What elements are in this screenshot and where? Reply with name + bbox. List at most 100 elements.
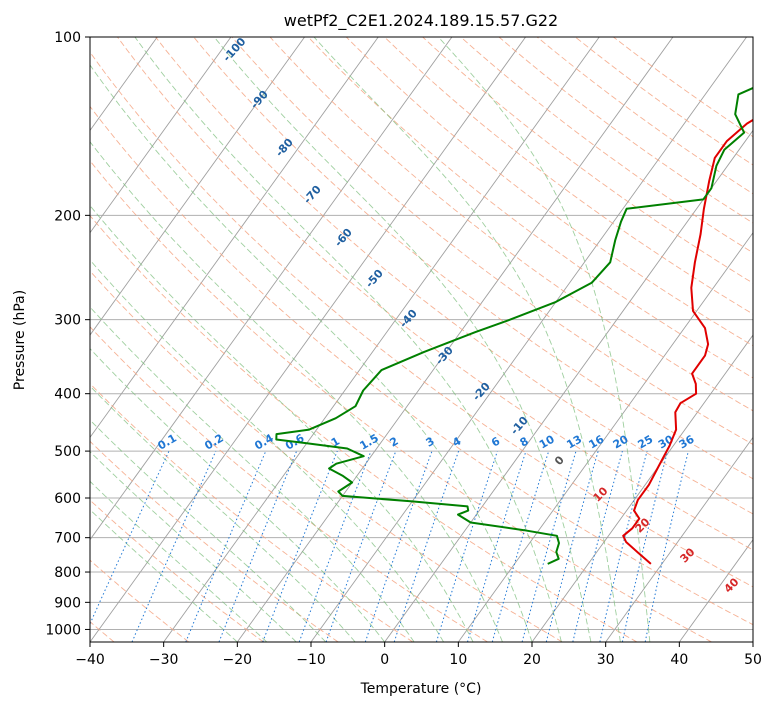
isotherm-line [163,37,600,642]
mixing-ratio-label: 0.2 [202,432,225,453]
isotherm-line [90,37,379,439]
dry-adiabat-line [384,37,753,315]
dry-adiabat-line [460,37,753,254]
moist-adiabat-line [90,64,533,642]
mixing-ratio-label: 25 [635,433,655,452]
moist-adiabat-line [313,37,621,642]
x-tick-label: −20 [223,652,253,668]
mixing-ratio-label: 20 [611,432,631,451]
dry-adiabat-line [90,160,712,642]
x-tick-label: 0 [380,652,389,668]
moist-adiabat-line [90,347,386,642]
moist-adiabat-line [90,480,268,642]
dry-adiabat-line [307,37,753,379]
mixing-ratio-line [621,450,669,642]
y-tick-label: 1000 [45,622,81,638]
x-tick-label: 30 [597,652,615,668]
line-labels: 0.1 0.2 0.4 0.6 1 1.5 2 3 4 6 8 10 13 16 20 25 30 36-100-… [156,35,742,596]
dry-adiabat-line [90,214,638,642]
moist-adiabat-line [90,141,503,642]
moist-adiabat-label: -50 [363,267,386,291]
y-tick-label: 900 [54,595,81,611]
dry-adiabat-line [90,51,753,588]
mixing-ratio-line [90,450,170,625]
moist-adiabat-label: -70 [301,183,324,207]
moist-adiabat-label: -40 [397,307,420,331]
dry-adiabat-line [155,37,753,515]
isotherm-line [90,37,526,642]
moist-adiabat-line [90,451,297,642]
moist-adiabat-line [90,509,238,642]
moist-adiabat-line [437,37,651,642]
mixing-ratio-line [545,450,599,642]
mixing-ratio-line [298,450,372,642]
y-axis-label: Pressure (hPa) [12,290,28,390]
isotherm-line [752,641,753,642]
dry-adiabat-line [90,499,264,642]
temperature-profile-line [622,118,753,565]
x-tick-label: −30 [149,652,179,668]
isotherm-line [384,129,753,642]
moist-adiabat-label: -10 [508,414,531,438]
moist-adiabat-label: -60 [332,226,355,250]
dry-adiabat-line [90,382,414,642]
dry-adiabat-label: 30 [678,545,698,565]
mixing-ratio-label: 2 [387,435,400,450]
y-tick-label: 500 [54,444,81,460]
x-tick-label: 50 [744,652,762,668]
x-tick-label: 10 [449,652,467,668]
mixing-ratio-label: 36 [677,432,697,451]
mixing-ratio-line [491,450,550,642]
moist-adiabat-label: -100 [220,35,248,64]
dry-adiabat-line [90,440,339,642]
dry-adiabat-line [193,37,753,480]
isotherm-line [90,37,453,541]
isotherm-line [90,37,232,234]
dry-adiabat-line [345,37,753,347]
x-tick-label: −40 [75,652,105,668]
y-axis-ticks: 1000 900 800 700 600 500 400 300 200 100 [45,30,90,638]
dry-adiabat-line [422,37,753,284]
x-axis-ticks: −40 −30 −20 −10 0 10 20 30 40 50 [75,642,762,668]
y-tick-label: 400 [54,387,81,403]
dewpoint-profile-line [275,86,753,565]
y-tick-label: 600 [54,491,81,507]
x-tick-label: 40 [670,652,688,668]
dry-adiabat-line [90,105,753,626]
y-tick-label: 800 [54,565,81,581]
mixing-ratio-label: 6 [489,434,502,449]
mixing-ratio-line [572,450,623,642]
y-tick-label: 300 [54,313,81,329]
moist-adiabat-line [90,259,444,642]
mixing-ratio-line [393,450,460,642]
moist-adiabat-label: -90 [248,88,271,112]
y-tick-label: 100 [54,30,81,46]
isotherm-line [605,436,753,642]
mixing-ratio-line [364,450,433,642]
moist-adiabat-label: -20 [470,380,493,404]
dry-adiabat-line [90,326,488,642]
dry-adiabat-line [269,37,753,412]
mixing-ratio-line [185,450,267,642]
mixing-ratio-line [644,450,689,642]
y-tick-label: 200 [54,208,81,224]
mixing-ratio-line [467,450,527,642]
mixing-ratio-line [325,450,397,642]
mixing-ratio-label: 0.4 [252,431,276,452]
mixing-ratio-line [262,450,338,642]
moist-adiabat-label: 0 [552,453,567,468]
dry-adiabat-line [90,559,190,642]
mixing-ratio-label: 1.5 [358,432,381,453]
dry-adiabat-line [90,270,563,642]
y-tick-label: 700 [54,531,81,547]
moist-adiabat-line [90,306,415,642]
isotherm-line [531,334,753,642]
mixing-ratio-label: 16 [587,432,607,451]
chart-title: wetPf2_C2E1.2024.189.15.57.G22 [284,11,558,31]
moist-adiabat-line [90,419,327,642]
x-axis-label: Temperature (°C) [360,681,482,697]
profile-series [275,86,753,565]
moist-adiabat-line [90,204,474,642]
mixing-ratio-line [521,450,577,642]
